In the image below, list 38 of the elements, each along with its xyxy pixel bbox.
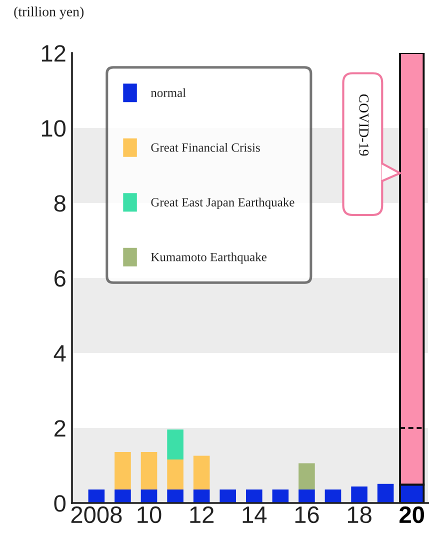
bar xyxy=(351,486,368,503)
bar xyxy=(167,490,184,503)
bar xyxy=(220,490,236,503)
bar xyxy=(140,452,158,490)
bar xyxy=(377,484,394,503)
bar xyxy=(298,490,315,503)
x-tick-label: 14 xyxy=(242,506,267,523)
bar xyxy=(114,490,131,503)
y-tick-label: 10 xyxy=(42,120,66,137)
y-tick-label: 0 xyxy=(54,495,66,512)
bar xyxy=(193,456,210,490)
x-tick-label: 18 xyxy=(348,506,372,524)
legend-label: Kumamoto Earthquake xyxy=(151,252,267,264)
x-tick-label: 10 xyxy=(138,506,162,524)
y-tick-label: 6 xyxy=(54,270,66,287)
bar xyxy=(272,490,289,503)
bar xyxy=(140,490,158,503)
bar xyxy=(167,460,184,490)
x-tick-label: 16 xyxy=(295,506,319,524)
bar xyxy=(167,430,184,460)
x-tick-label: 20 xyxy=(400,506,424,524)
annotation: COVID-19 xyxy=(359,94,369,156)
bar xyxy=(88,490,105,503)
bar xyxy=(324,490,342,503)
bar xyxy=(298,463,315,490)
x-tick-label: 2008 xyxy=(71,506,122,524)
y-tick-label: 12 xyxy=(42,45,66,62)
bar xyxy=(193,490,210,503)
y-axis-title: (trillion yen) xyxy=(14,6,84,20)
legend-label: Great Financial Crisis xyxy=(151,142,260,152)
legend-label: normal xyxy=(150,88,186,98)
x-tick-label: 12 xyxy=(190,506,214,523)
bar xyxy=(246,490,262,503)
y-tick-label: 4 xyxy=(54,345,66,362)
legend-label: Great East Japan Earthquake xyxy=(151,198,294,210)
y-tick-label: 2 xyxy=(54,420,66,437)
y-tick-label: 8 xyxy=(54,195,66,212)
bar xyxy=(114,452,131,490)
